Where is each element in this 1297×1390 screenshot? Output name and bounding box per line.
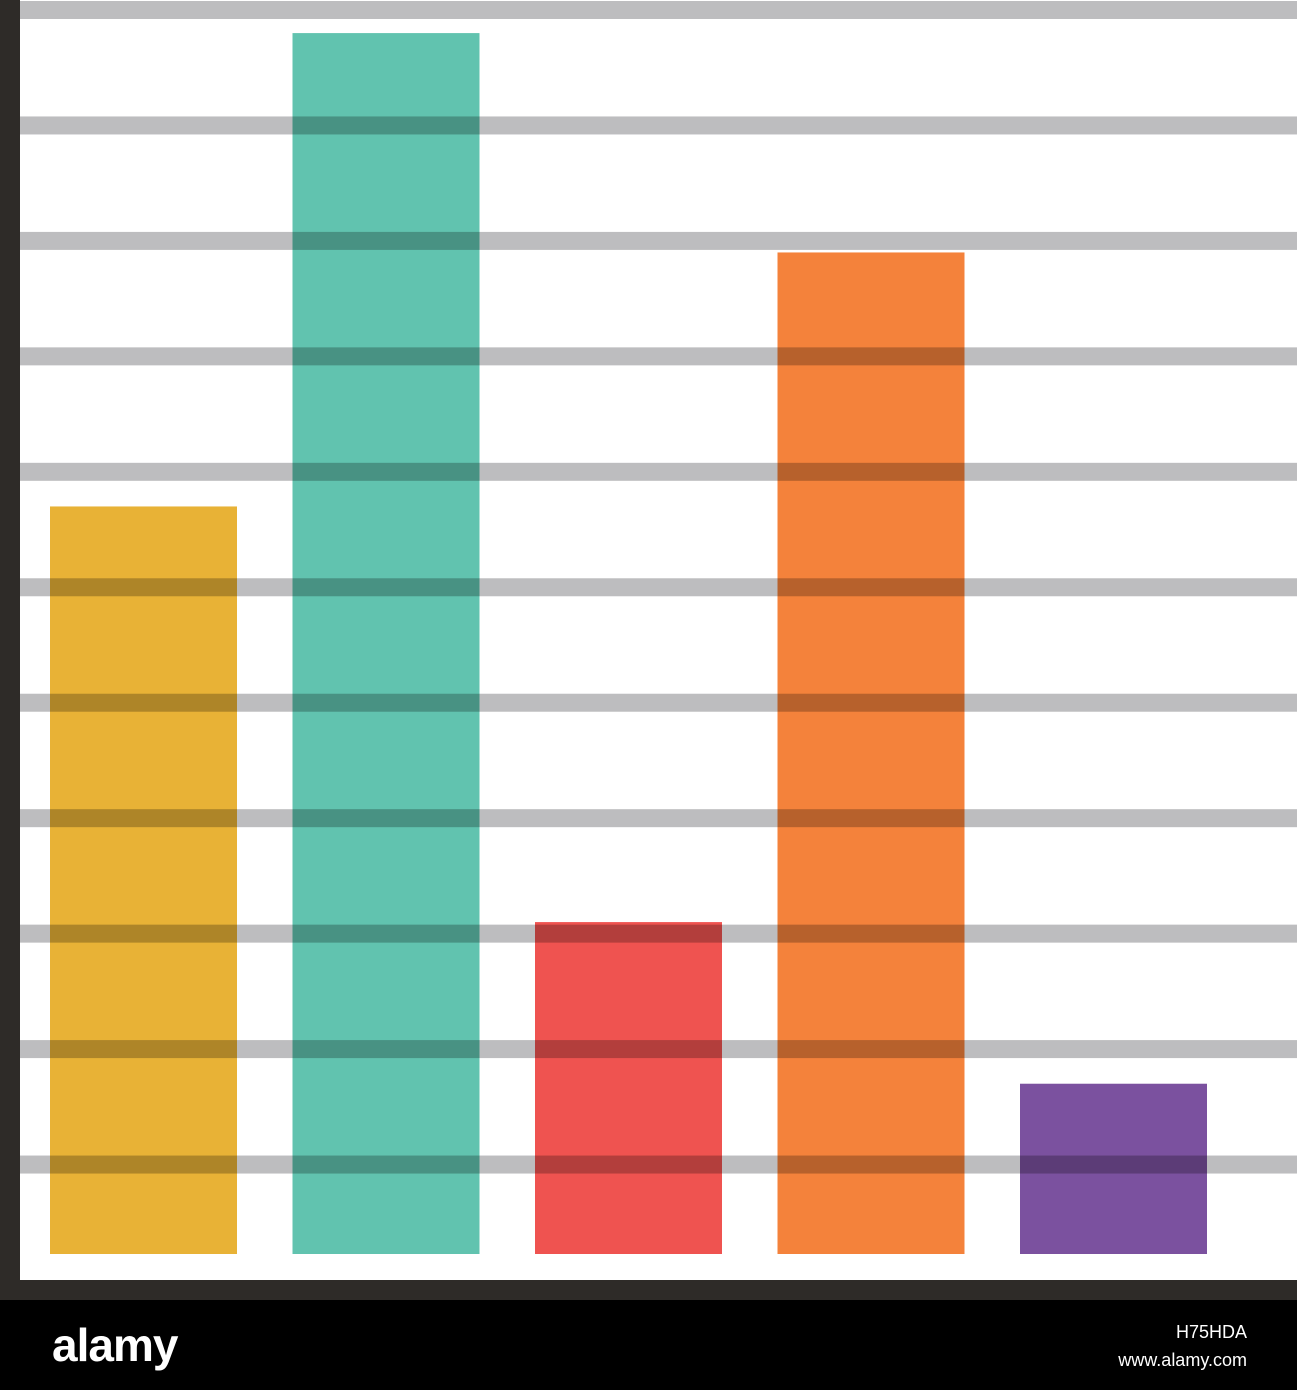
image-id: H75HDA — [1175, 1322, 1247, 1342]
site-url: www.alamy.com — [1118, 1350, 1247, 1370]
bar-4-band-1 — [777, 1155, 965, 1174]
bar-5-band-1 — [1020, 1155, 1207, 1174]
gridline-11 — [20, 1, 1297, 19]
bar-1 — [50, 506, 237, 1254]
bar-4-band-7 — [777, 462, 965, 481]
bar-2-band-7 — [292, 462, 480, 481]
bar-3-band-2 — [535, 1040, 722, 1059]
y-axis — [0, 0, 20, 1300]
bar-2-band-5 — [292, 693, 480, 712]
bar-4 — [777, 252, 965, 1255]
gridline-10 — [20, 116, 1297, 135]
bar-2-band-2 — [292, 1040, 480, 1059]
bar-2 — [292, 33, 480, 1254]
bar-2-band-9 — [292, 231, 480, 250]
x-axis — [0, 1280, 1297, 1300]
bar-2-band-8 — [292, 347, 480, 366]
gridline-9 — [20, 231, 1297, 250]
footer-bar — [0, 1300, 1297, 1390]
bar-4-band-8 — [777, 347, 965, 366]
bar-chart — [0, 0, 1297, 1300]
bar-2-band-6 — [292, 578, 480, 597]
bar-4-band-4 — [777, 809, 965, 828]
bar-1-band-6 — [50, 578, 237, 597]
bars — [50, 33, 1207, 1255]
bar-2-band-3 — [292, 924, 480, 943]
bar-3-band-1 — [535, 1155, 722, 1174]
bar-2-band-4 — [292, 809, 480, 828]
gridline-8 — [20, 347, 1297, 366]
bar-4-band-2 — [777, 1040, 965, 1059]
bar-1-band-4 — [50, 809, 237, 828]
bar-2-band-1 — [292, 1155, 480, 1174]
bar-5 — [1020, 1083, 1207, 1254]
bar-1-band-5 — [50, 693, 237, 712]
axes — [0, 0, 1297, 1300]
gridline-7 — [20, 462, 1297, 481]
bar-3 — [535, 922, 722, 1254]
bar-4-band-6 — [777, 578, 965, 597]
bar-4-band-5 — [777, 693, 965, 712]
bar-1-band-3 — [50, 924, 237, 943]
gridline-overlay — [50, 116, 1207, 1174]
bar-1-band-2 — [50, 1040, 237, 1059]
bar-3-band-3 — [535, 924, 722, 943]
bar-4-band-3 — [777, 924, 965, 943]
bar-1-band-1 — [50, 1155, 237, 1174]
brand-logo: alamy — [52, 1319, 178, 1371]
bar-2-band-10 — [292, 116, 480, 135]
